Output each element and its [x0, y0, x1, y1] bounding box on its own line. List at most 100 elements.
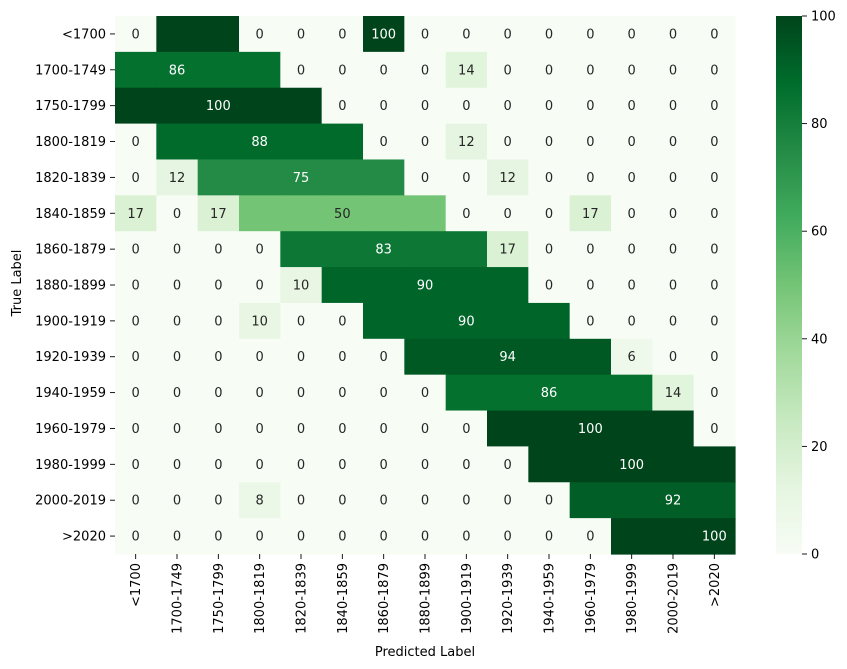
heatmap-cell — [321, 159, 364, 196]
cell-value-label: 0 — [504, 207, 512, 222]
heatmap-cell — [569, 302, 612, 340]
cell-value-label: 0 — [256, 279, 264, 294]
heatmap-cell — [156, 374, 199, 412]
heatmap-cell — [363, 231, 405, 268]
cell-value-label: 0 — [421, 135, 429, 150]
cell-value-label: 0 — [132, 350, 140, 365]
cell-value-label: 0 — [504, 458, 512, 473]
heatmap-cell — [528, 302, 571, 340]
heatmap-cell — [239, 374, 281, 412]
x-tick-label: 1900-1919 — [460, 563, 475, 634]
heatmap-cell — [445, 51, 488, 89]
heatmap-cell — [404, 374, 447, 412]
cell-value-label: 0 — [462, 422, 470, 437]
heatmap-cell — [445, 410, 488, 447]
heatmap-cell — [363, 482, 405, 519]
heatmap-cell — [321, 231, 364, 268]
heatmap-cell — [363, 302, 405, 340]
x-tick-label: 1820-1839 — [295, 563, 310, 634]
heatmap-cell — [280, 267, 323, 304]
heatmap-cell — [569, 195, 612, 232]
cell-value-label: 0 — [297, 494, 305, 509]
cell-value-label: 94 — [499, 350, 516, 365]
heatmap-cell — [115, 87, 157, 125]
heatmap-cell — [693, 410, 736, 447]
cell-value-label: 0 — [421, 494, 429, 509]
cell-value-label: 0 — [504, 63, 512, 78]
heatmap-cell — [528, 123, 571, 161]
cell-value-label: 17 — [582, 207, 599, 222]
cell-value-label: 0 — [380, 386, 388, 401]
y-tick-label: 1860-1879 — [35, 243, 106, 258]
cell-value-label: 0 — [297, 63, 305, 78]
heatmap-cell — [611, 446, 653, 483]
cell-value-label: 0 — [586, 171, 594, 186]
cell-value-label: 0 — [628, 27, 636, 42]
cell-value-label: 0 — [462, 530, 470, 545]
heatmap-cell — [652, 231, 695, 268]
cell-value-label: 0 — [710, 279, 718, 294]
heatmap-cell — [528, 87, 571, 125]
heatmap-cell — [487, 123, 529, 161]
heatmap-cell — [569, 87, 612, 125]
heatmap-cell — [156, 302, 199, 340]
heatmap-cell — [445, 518, 488, 555]
heatmap-cell — [611, 267, 653, 304]
heatmap-cell — [197, 302, 240, 340]
x-tick-label: 1940-1959 — [543, 563, 558, 634]
heatmap-cell — [156, 87, 199, 125]
cell-value-label: 0 — [380, 530, 388, 545]
cell-value-label: 0 — [421, 530, 429, 545]
heatmap-cell — [693, 159, 736, 196]
cell-value-label: 0 — [297, 422, 305, 437]
cell-value-label: 0 — [628, 99, 636, 114]
cell-value-label: 0 — [256, 27, 264, 42]
heatmap-cell — [569, 374, 612, 412]
heatmap-cell — [239, 231, 281, 268]
heatmap-cell — [652, 123, 695, 161]
cell-value-label: 0 — [132, 279, 140, 294]
cell-value-label: 0 — [504, 494, 512, 509]
cell-value-label: 90 — [458, 314, 475, 329]
heatmap-cell — [528, 446, 571, 483]
cell-value-label: 0 — [545, 63, 553, 78]
heatmap-cell — [487, 338, 529, 376]
heatmap-cell — [115, 123, 157, 161]
heatmap-cell — [652, 410, 695, 447]
cell-value-label: 0 — [380, 458, 388, 473]
colorbar-tick-label: 80 — [811, 117, 828, 132]
x-tick-label: 1750-1799 — [212, 563, 227, 634]
colorbar-tick-label: 100 — [811, 10, 836, 25]
cell-value-label: 0 — [545, 27, 553, 42]
heatmap-cell — [404, 518, 447, 555]
cell-value-label: 0 — [338, 458, 346, 473]
cell-value-label: 0 — [338, 386, 346, 401]
heatmap-cell — [569, 482, 612, 519]
heatmap-cell — [115, 482, 157, 519]
cell-value-label: 0 — [214, 350, 222, 365]
heatmap-cell — [569, 518, 612, 555]
heatmap-cell — [487, 302, 529, 340]
heatmap-cell — [528, 159, 571, 196]
cell-value-label: 0 — [338, 63, 346, 78]
heatmap-cell — [197, 159, 240, 196]
heatmap-cell — [652, 51, 695, 89]
cell-value-label: 75 — [293, 171, 310, 186]
colorbar-tick-label: 60 — [811, 225, 828, 240]
cell-value-label: 0 — [710, 171, 718, 186]
y-tick-label: 1700-1749 — [35, 63, 106, 78]
heatmap-cell — [693, 302, 736, 340]
cell-value-label: 0 — [710, 422, 718, 437]
heatmap-cell — [693, 446, 736, 483]
heatmap-cell — [280, 231, 323, 268]
heatmap-cell — [487, 16, 529, 53]
heatmap-cell — [197, 195, 240, 232]
cell-value-label: 0 — [586, 99, 594, 114]
heatmap-cell — [611, 231, 653, 268]
cell-value-label: 0 — [297, 386, 305, 401]
cell-value-label: 12 — [458, 135, 475, 150]
cell-value-label: 12 — [169, 171, 186, 186]
x-tick-label: 1920-1939 — [501, 563, 516, 634]
colorbar-tick-label: 40 — [811, 332, 828, 347]
cell-value-label: 100 — [371, 27, 396, 42]
